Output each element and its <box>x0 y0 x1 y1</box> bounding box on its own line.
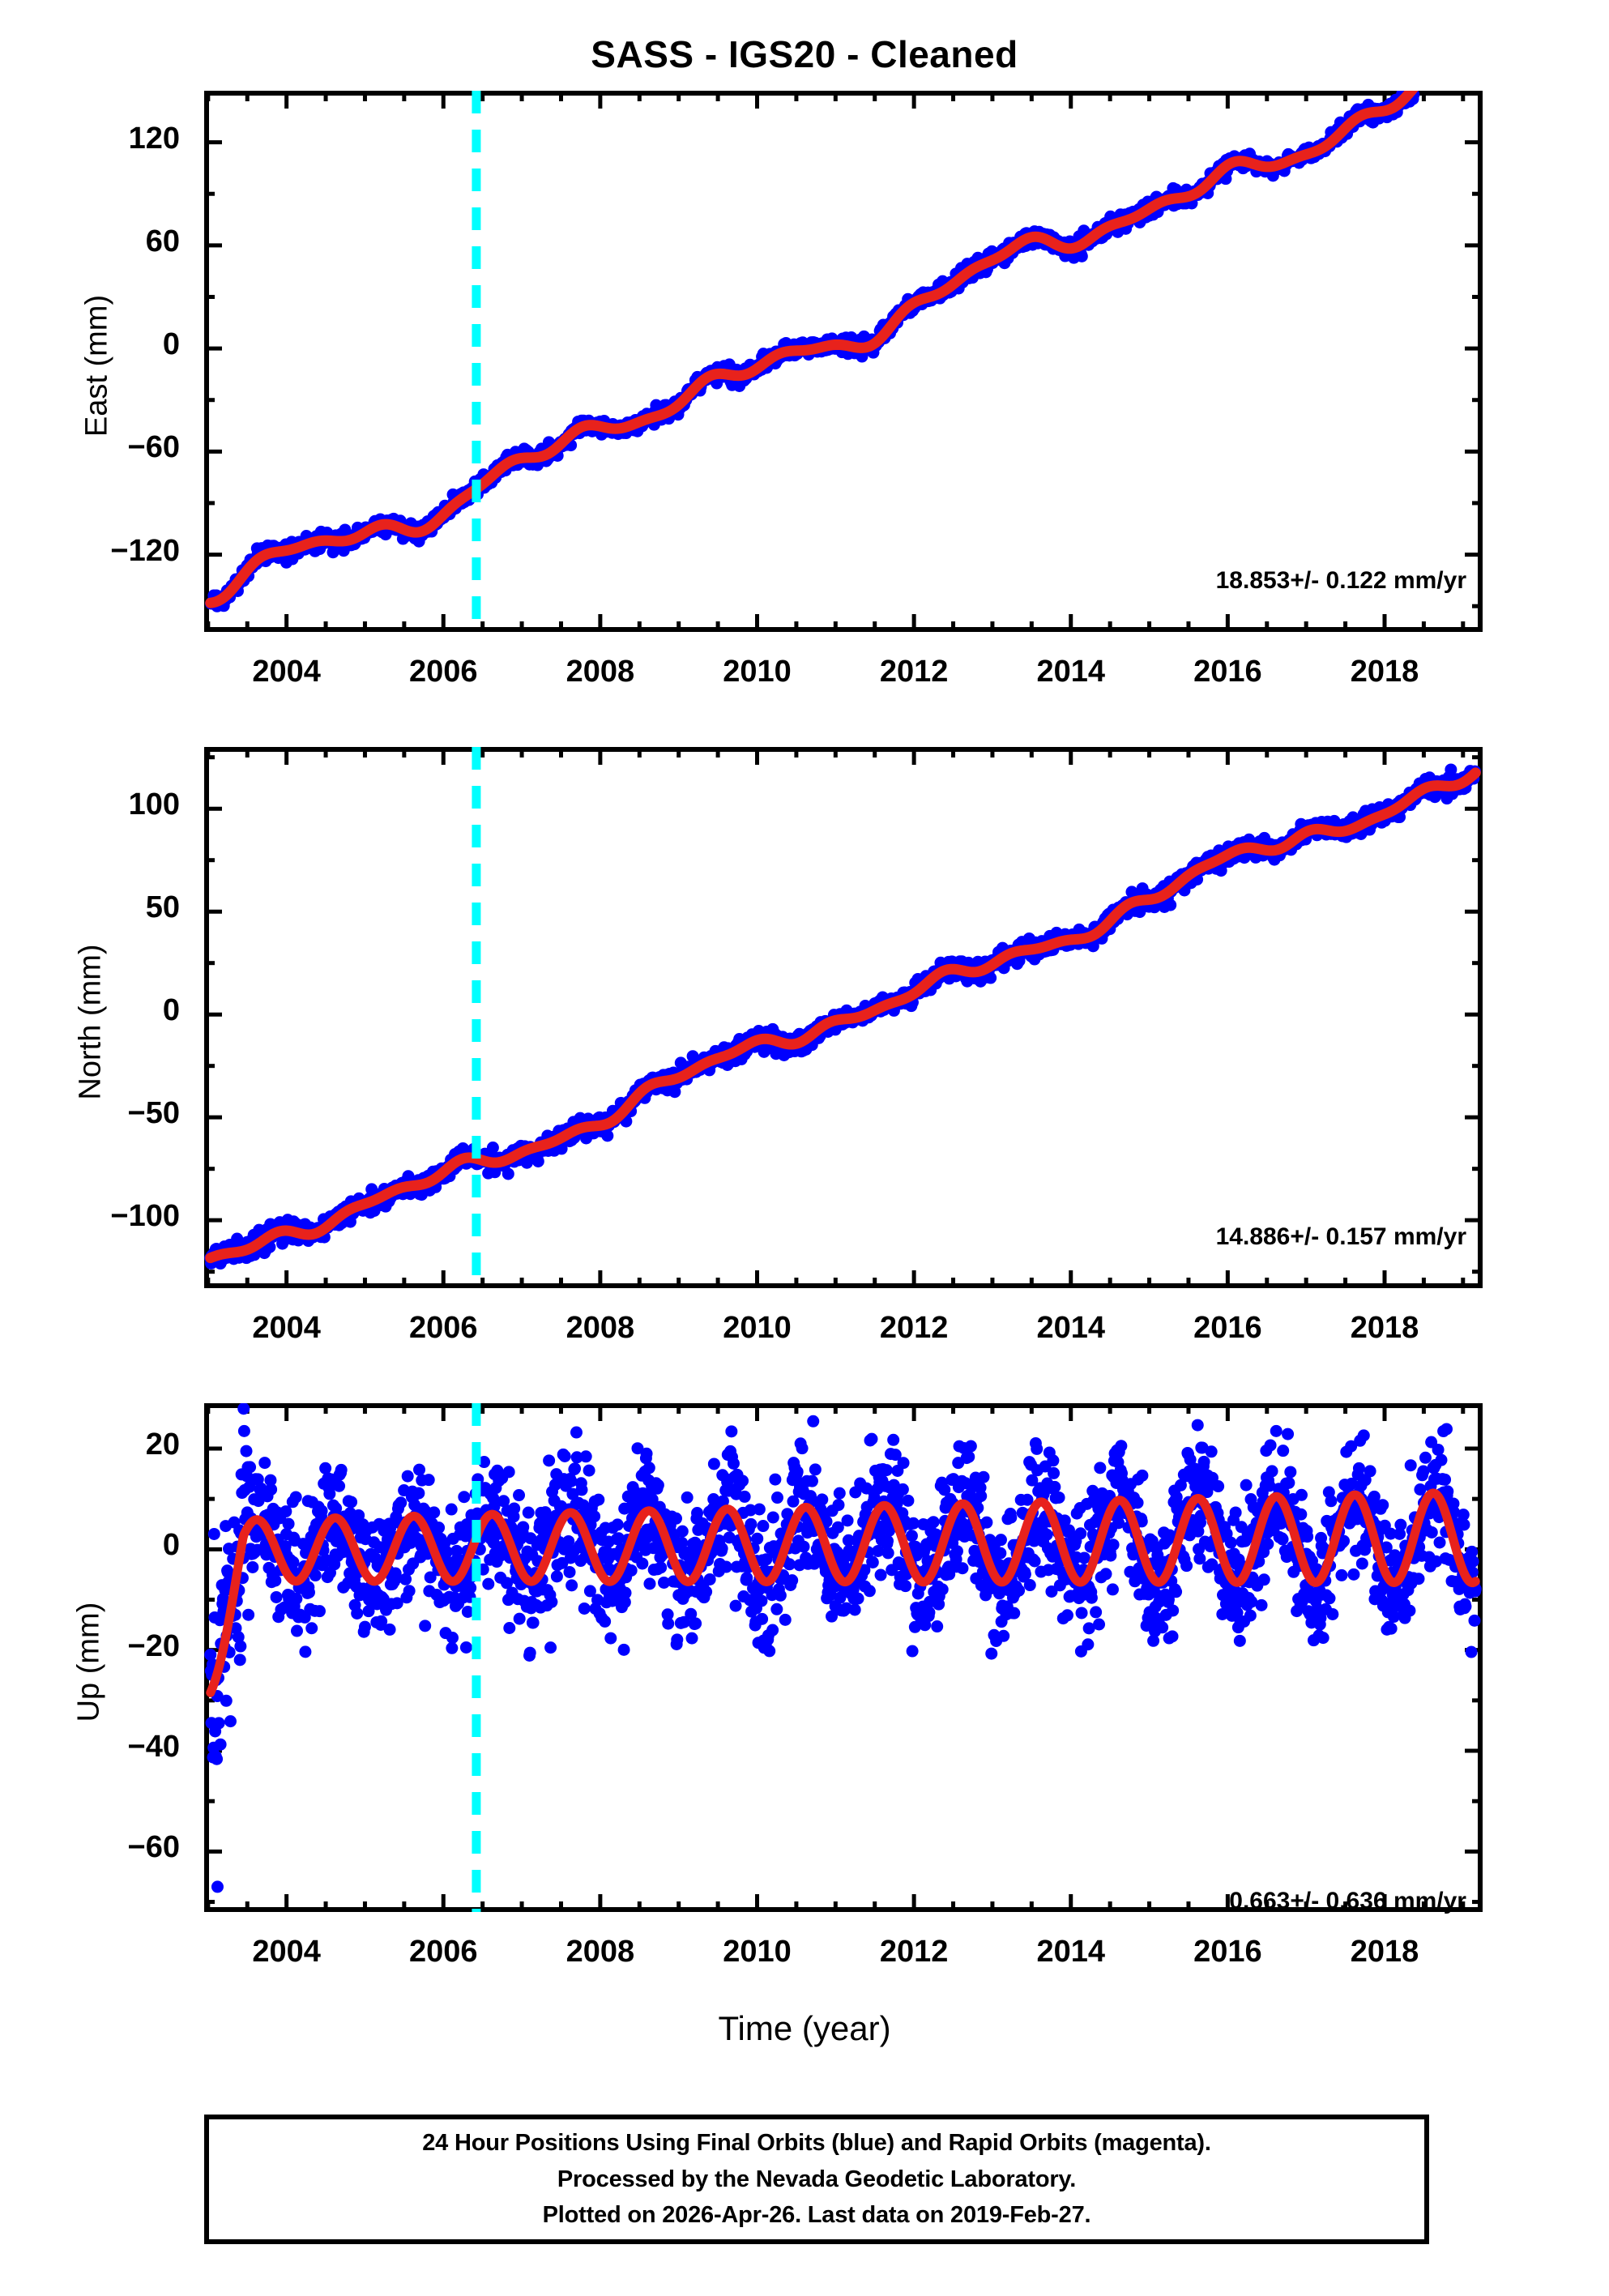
up-x-tick-2016: 2016 <box>1193 1935 1262 1969</box>
panel-north-plot-area <box>204 747 1483 1288</box>
panel-east-rate-annotation: 18.853+/- 0.122 mm/yr <box>1215 567 1466 594</box>
east-x-tick-2010: 2010 <box>723 655 792 689</box>
north-x-tick-2018: 2018 <box>1350 1311 1419 1345</box>
x-axis-title: Time (year) <box>718 2009 891 2047</box>
up-x-tick-2008: 2008 <box>565 1935 635 1969</box>
up-x-tick-2006: 2006 <box>408 1935 478 1969</box>
panel-north <box>204 747 1483 1288</box>
panel-up <box>204 1403 1483 1912</box>
up-y-tick-neg60: −60 <box>127 1830 180 1865</box>
east-x-tick-2006: 2006 <box>408 655 478 689</box>
north-y-tick-neg100: −100 <box>110 1199 180 1234</box>
north-axis-ticks <box>204 747 1483 1288</box>
caption-line-1: 24 Hour Positions Using Final Orbits (bl… <box>422 2129 1211 2156</box>
panel-north-rate-annotation: 14.886+/- 0.157 mm/yr <box>1215 1223 1466 1250</box>
page-title: SASS - IGS20 - Cleaned <box>591 33 1018 75</box>
east-x-tick-2014: 2014 <box>1036 655 1106 689</box>
north-x-tick-2008: 2008 <box>565 1311 635 1345</box>
panel-east <box>204 91 1483 632</box>
up-model-line <box>206 1488 1480 1697</box>
east-y-tick-neg60: −60 <box>127 430 180 465</box>
up-x-tick-2004: 2004 <box>252 1935 321 1969</box>
east-x-tick-2016: 2016 <box>1193 655 1262 689</box>
north-y-tick-100: 100 <box>128 787 180 822</box>
east-y-tick-60: 60 <box>145 224 180 258</box>
panel-up-rate-annotation: 0.663+/- 0.636 mm/yr <box>1229 1888 1466 1914</box>
caption-line-2: Processed by the Nevada Geodetic Laborat… <box>557 2166 1077 2192</box>
up-y-tick-0: 0 <box>162 1528 180 1563</box>
up-y-tick-20: 20 <box>145 1427 180 1462</box>
east-axis-ticks <box>204 91 1483 632</box>
north-y-tick-neg50: −50 <box>127 1096 180 1131</box>
figure-caption-box: 24 Hour Positions Using Final Orbits (bl… <box>204 2115 1429 2244</box>
up-scatter-points <box>204 1403 1482 1893</box>
north-model-line <box>205 767 1481 1264</box>
east-x-tick-2012: 2012 <box>879 655 949 689</box>
up-x-tick-2012: 2012 <box>879 1935 949 1969</box>
north-x-tick-2004: 2004 <box>252 1311 321 1345</box>
panel-up-plot-area <box>204 1403 1483 1912</box>
north-y-tick-50: 50 <box>145 890 180 925</box>
north-x-tick-2006: 2006 <box>408 1311 478 1345</box>
caption-line-3: Plotted on 2026-Apr-26. Last data on 201… <box>542 2202 1091 2229</box>
east-model-line <box>205 91 1419 608</box>
east-y-tick-0: 0 <box>162 327 180 362</box>
north-x-tick-2016: 2016 <box>1193 1311 1262 1345</box>
north-x-tick-2010: 2010 <box>723 1311 792 1345</box>
up-x-tick-2014: 2014 <box>1036 1935 1106 1969</box>
north-y-tick-0: 0 <box>162 993 180 1028</box>
panel-east-plot-area <box>204 91 1483 632</box>
east-x-tick-2008: 2008 <box>565 655 635 689</box>
east-x-tick-2004: 2004 <box>252 655 321 689</box>
up-y-tick-neg20: −20 <box>127 1628 180 1663</box>
up-x-tick-2018: 2018 <box>1350 1935 1419 1969</box>
east-y-tick-120: 120 <box>128 121 180 156</box>
up-x-tick-2010: 2010 <box>723 1935 792 1969</box>
east-y-tick-neg120: −120 <box>110 533 180 568</box>
east-x-tick-2018: 2018 <box>1350 655 1419 689</box>
north-x-tick-2012: 2012 <box>879 1311 949 1345</box>
up-y-tick-neg40: −40 <box>127 1730 180 1765</box>
north-x-tick-2014: 2014 <box>1036 1311 1106 1345</box>
